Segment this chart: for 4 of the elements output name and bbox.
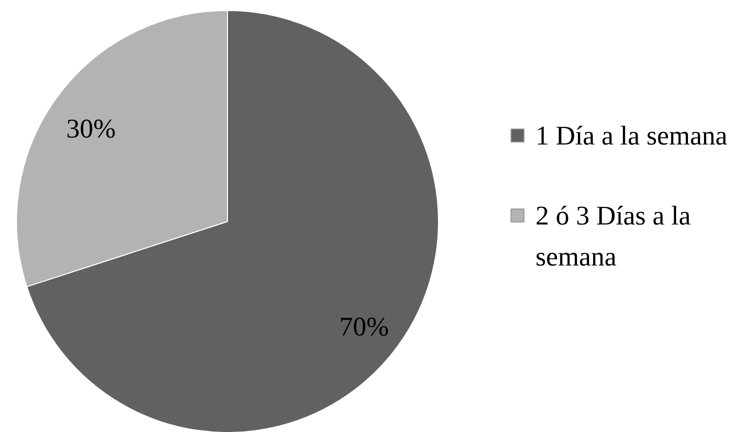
data-label: 70%: [339, 312, 389, 342]
legend-label: 1 Día a la semana: [536, 120, 728, 150]
legend-label: 2 ó 3 Días a la semana: [536, 200, 691, 272]
data-label: 30%: [66, 113, 116, 144]
